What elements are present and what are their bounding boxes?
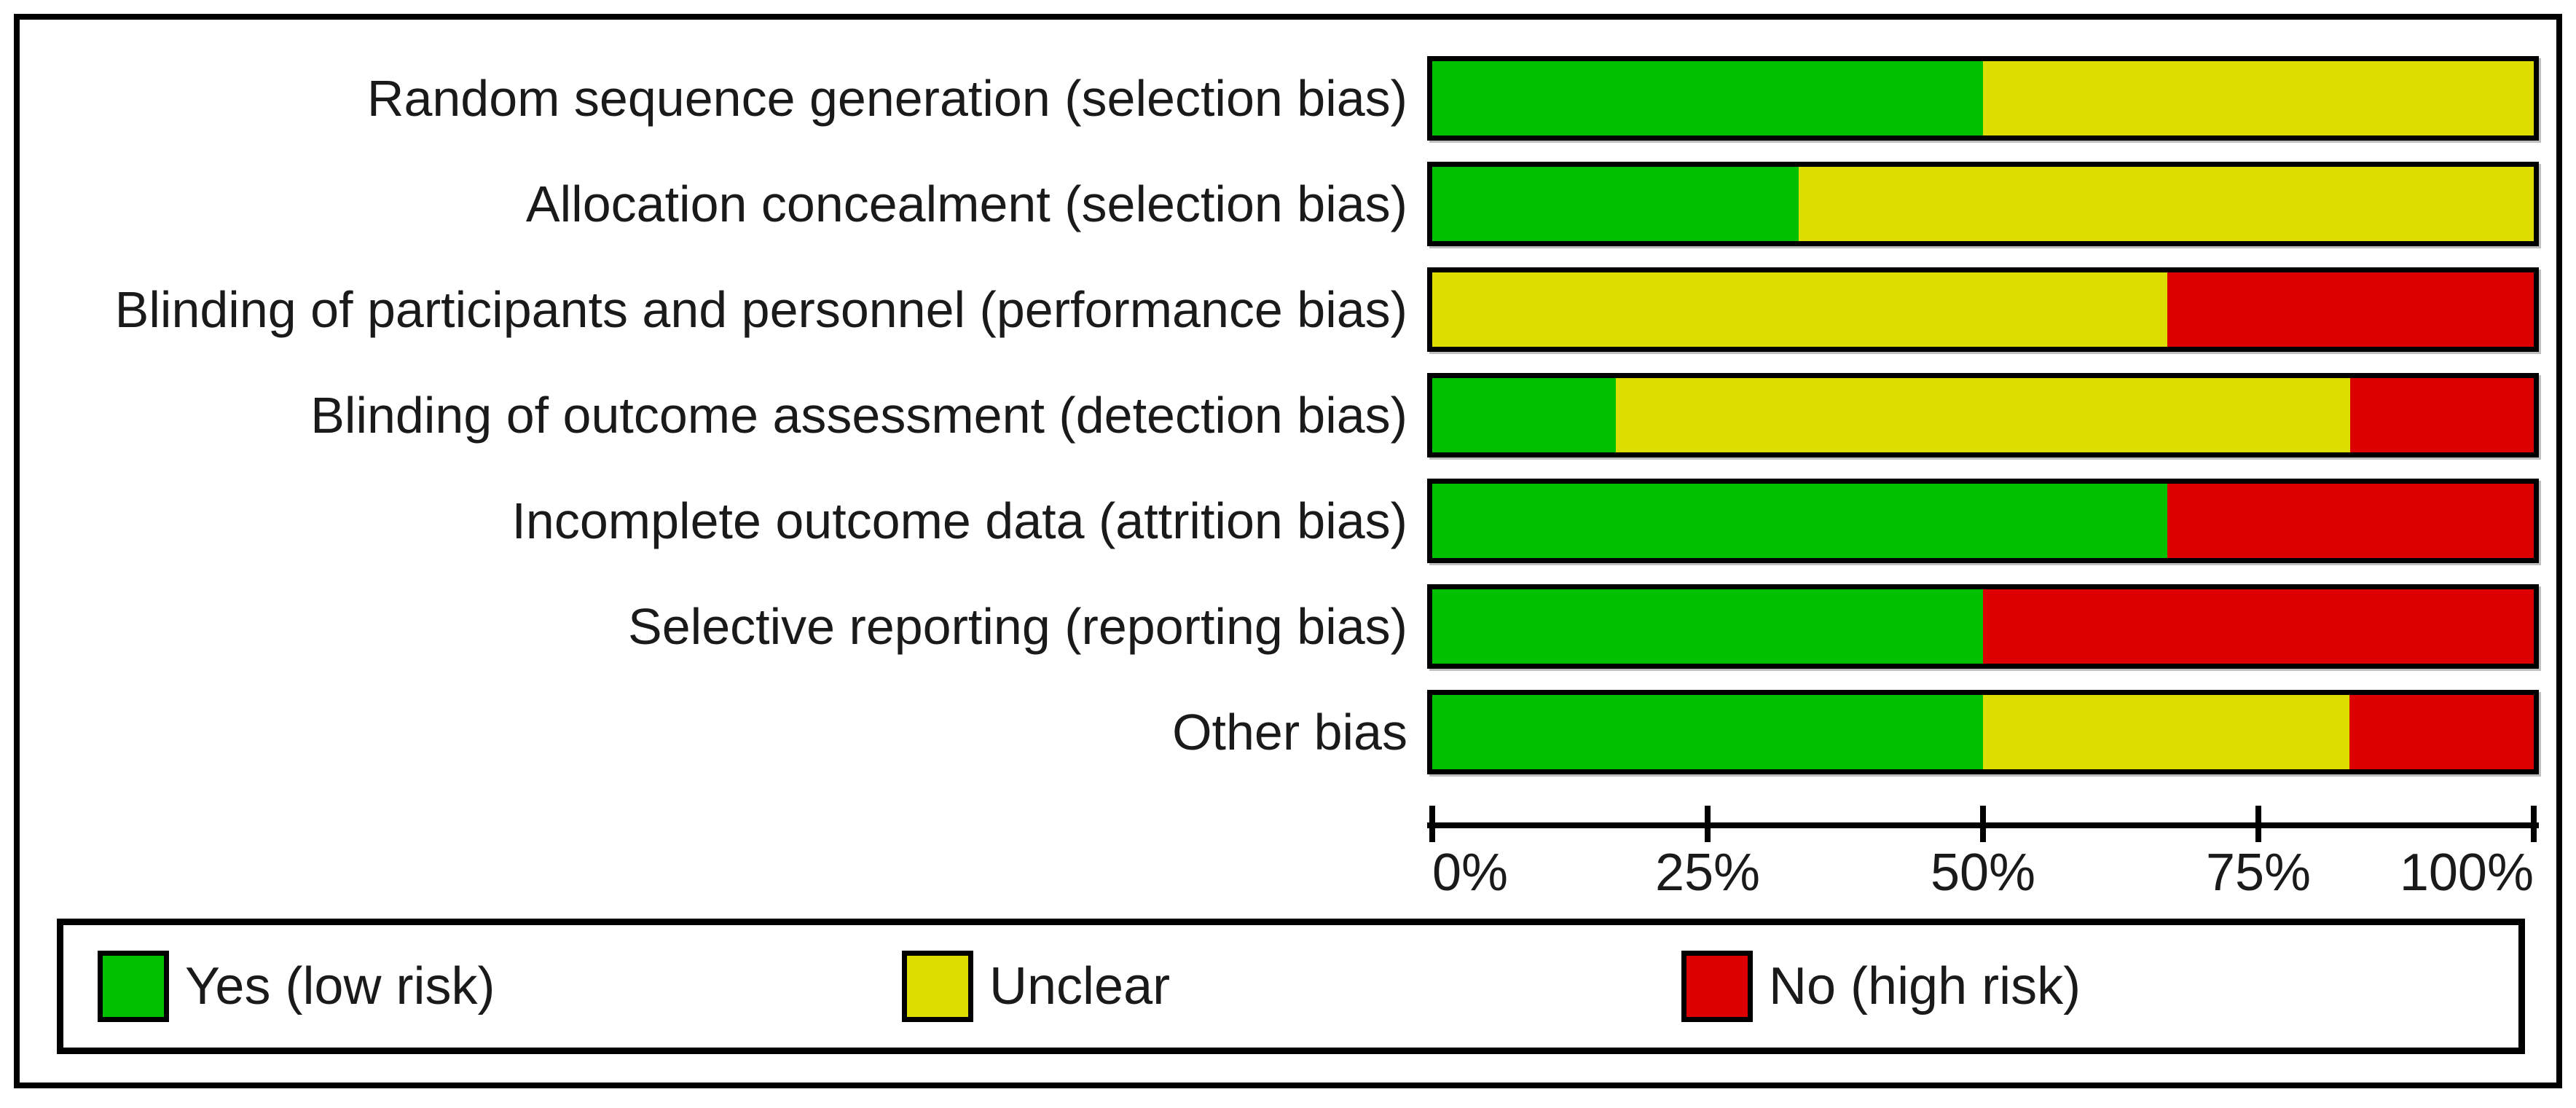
legend-label: Yes (low risk) [185, 957, 495, 1015]
legend-swatch-unclear [902, 951, 973, 1022]
bar-segment-unclear [1799, 167, 2534, 241]
bar-segment-yes-low-risk [1432, 695, 1983, 769]
chart-row: Other bias [0, 690, 2576, 774]
bar-segment-unclear [1983, 695, 2350, 769]
axis-tick-label: 50% [1930, 844, 2036, 902]
axis-tick [1429, 806, 1435, 842]
axis-tick [2255, 806, 2261, 842]
chart-row: Blinding of participants and personnel (… [0, 267, 2576, 352]
bar-segment-unclear [1616, 378, 2350, 452]
stacked-bar [1427, 584, 2539, 669]
bar-segment-no-high-risk [2167, 484, 2534, 558]
axis-tick-label: 100% [2399, 844, 2534, 902]
category-label: Other bias [1172, 704, 1407, 761]
category-label: Blinding of participants and personnel (… [114, 281, 1407, 338]
stacked-bar [1427, 373, 2539, 457]
bar-segment-yes-low-risk [1432, 484, 2167, 558]
axis-tick [2531, 806, 2537, 842]
legend-swatch-no-high-risk [1681, 951, 1753, 1022]
stacked-bar [1427, 479, 2539, 563]
legend-item: No (high risk) [1681, 925, 2081, 1048]
category-label: Random sequence generation (selection bi… [366, 70, 1407, 127]
bar-segment-no-high-risk [1983, 589, 2534, 664]
legend-item: Yes (low risk) [98, 925, 495, 1048]
legend-item: Unclear [902, 925, 1170, 1048]
legend-swatch-yes-low-risk [98, 951, 169, 1022]
bar-segment-no-high-risk [2349, 695, 2534, 769]
legend: Yes (low risk) Unclear No (high risk) [57, 919, 2525, 1054]
category-label: Blinding of outcome assessment (detectio… [310, 387, 1407, 444]
bar-segment-unclear [1432, 272, 2167, 347]
chart-row: Random sequence generation (selection bi… [0, 56, 2576, 141]
stacked-bar [1427, 56, 2539, 141]
category-label: Selective reporting (reporting bias) [628, 598, 1407, 655]
bar-segment-yes-low-risk [1432, 167, 1799, 241]
axis-tick-label: 0% [1432, 844, 1509, 902]
category-label: Allocation concealment (selection bias) [525, 176, 1407, 232]
category-label: Incomplete outcome data (attrition bias) [511, 492, 1407, 549]
stacked-bar [1427, 690, 2539, 774]
stacked-bar [1427, 162, 2539, 246]
legend-label: No (high risk) [1769, 957, 2081, 1015]
legend-label: Unclear [989, 957, 1171, 1015]
bar-segment-yes-low-risk [1432, 61, 1983, 135]
axis-tick-label: 75% [2205, 844, 2312, 902]
chart-row: Blinding of outcome assessment (detectio… [0, 373, 2576, 457]
chart-row: Incomplete outcome data (attrition bias) [0, 479, 2576, 563]
bar-segment-no-high-risk [2349, 378, 2534, 452]
bar-segment-yes-low-risk [1432, 378, 1617, 452]
axis-tick [1980, 806, 1986, 842]
chart-row: Selective reporting (reporting bias) [0, 584, 2576, 669]
axis-tick-label: 25% [1654, 844, 1761, 902]
axis-tick [1705, 806, 1711, 842]
stacked-bar [1427, 267, 2539, 352]
bar-segment-yes-low-risk [1432, 589, 1983, 664]
bar-segment-unclear [1983, 61, 2534, 135]
bar-segment-no-high-risk [2167, 272, 2534, 347]
chart-row: Allocation concealment (selection bias) [0, 162, 2576, 246]
